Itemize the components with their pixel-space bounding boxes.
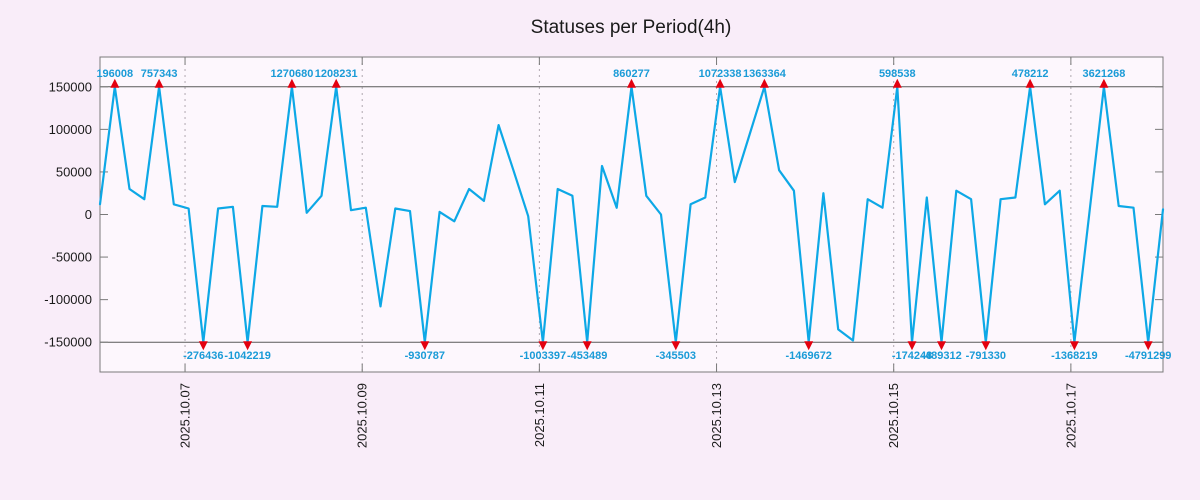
y-tick-label: 0 [85, 207, 92, 222]
peak-value-label: 757343 [141, 68, 178, 80]
trough-value-label: -930787 [405, 350, 445, 362]
axis-labels: 150000 100000 50000 0 -50000 -100000 -150000 20… [44, 79, 1078, 448]
trough-value-label: -791330 [966, 350, 1006, 362]
y-tick-label: 50000 [56, 164, 92, 179]
peak-value-label: 478212 [1012, 68, 1049, 80]
trough-value-label: -276436 [183, 350, 223, 362]
peak-marker-icon [110, 78, 120, 88]
plot-background [100, 57, 1163, 372]
clip-markers [110, 78, 1153, 351]
peak-value-label: 1208231 [315, 68, 358, 80]
peak-value-label: 196008 [96, 68, 133, 80]
trough-marker-icon [937, 341, 946, 351]
peak-value-label: 1270680 [270, 68, 313, 80]
trough-marker-icon [420, 341, 430, 351]
plot-area [100, 57, 1163, 372]
y-tick-label: -50000 [52, 250, 92, 265]
peak-marker-icon [627, 78, 636, 88]
peak-value-label: 3621268 [1082, 68, 1125, 80]
y-tick-label: 150000 [49, 79, 92, 94]
trough-value-label: -1042219 [224, 350, 271, 362]
trough-value-label: -489312 [921, 350, 961, 362]
trough-marker-icon [671, 341, 681, 351]
trough-marker-icon [582, 341, 592, 351]
x-tick-label: 2025.10.15 [886, 383, 901, 448]
trough-value-label: -453489 [567, 350, 607, 362]
trough-value-label: -174248 [892, 350, 932, 362]
trough-value-label: -4791299 [1125, 350, 1172, 362]
trough-marker-icon [243, 341, 253, 351]
trough-value-label: -345503 [656, 350, 696, 362]
y-tick-label: -100000 [44, 292, 92, 307]
trough-marker-icon [907, 341, 917, 351]
x-tick-label: 2025.10.07 [178, 383, 193, 448]
peak-marker-icon [892, 78, 902, 88]
peak-marker-icon [331, 78, 341, 88]
trough-marker-icon [1069, 341, 1079, 351]
peak-value-label: 860277 [613, 68, 650, 80]
chart-title: Statuses per Period(4h) [531, 17, 732, 38]
peak-marker-icon [715, 78, 725, 88]
trough-marker-icon [981, 341, 991, 351]
peak-marker-icon [287, 78, 297, 88]
x-tick-label: 2025.10.09 [355, 383, 370, 448]
trough-marker-icon [804, 341, 814, 351]
x-tick-label: 2025.10.13 [709, 383, 724, 448]
peak-marker-icon [1025, 78, 1035, 88]
peak-marker-icon [1099, 78, 1109, 88]
peak-value-label: 598538 [879, 68, 916, 80]
value-labels: 196008 757343 -276436 -1042219 1270680 120823… [96, 68, 1171, 362]
trough-marker-icon [538, 341, 548, 351]
x-tick-label: 2025.10.11 [532, 383, 547, 447]
peak-value-label: 1072338 [699, 68, 742, 80]
trough-value-label: -1003397 [520, 350, 567, 362]
trough-marker-icon [198, 341, 208, 351]
y-tick-label: -150000 [44, 335, 92, 350]
x-tick-label: 2025.10.17 [1063, 383, 1078, 448]
trough-value-label: -1368219 [1051, 350, 1098, 362]
y-tick-label: 100000 [49, 122, 92, 137]
peak-value-label: 1363364 [743, 68, 787, 80]
peak-marker-icon [759, 78, 769, 88]
peak-marker-icon [154, 78, 164, 88]
trough-value-label: -1469672 [785, 350, 832, 362]
trough-marker-icon [1143, 341, 1153, 351]
